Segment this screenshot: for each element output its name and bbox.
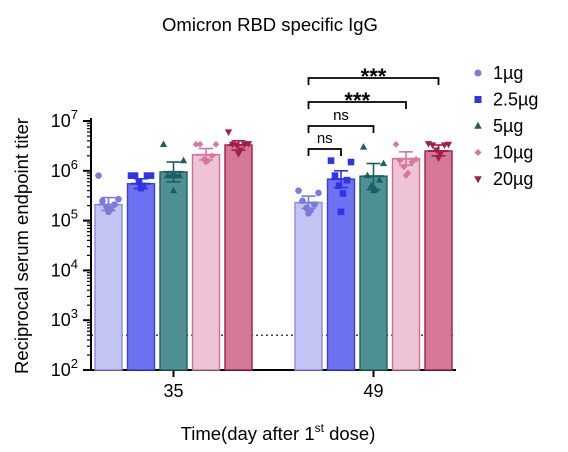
chart-title: Omicron RBD specific IgG <box>162 14 378 35</box>
bar <box>126 183 156 371</box>
data-point <box>135 178 143 186</box>
y-tick-base: 10 <box>51 260 71 280</box>
legend-marker <box>474 96 482 103</box>
data-point <box>305 210 312 217</box>
data-point <box>392 141 400 148</box>
data-point <box>400 163 408 171</box>
data-point <box>99 197 106 205</box>
legend-label: 2.5µg <box>493 90 538 110</box>
bar <box>424 150 453 371</box>
data-point <box>131 172 139 179</box>
data-point <box>159 140 168 147</box>
data-point <box>295 187 302 194</box>
data-point <box>115 195 122 203</box>
x-axis-label: Time(day after 1st dose) <box>181 421 376 444</box>
x-axis-label-sup: st <box>315 421 325 435</box>
data-point <box>363 171 372 179</box>
y-tick-label: 106 <box>51 157 78 181</box>
data-point <box>347 158 355 166</box>
data-point <box>359 143 368 150</box>
y-tick-base: 10 <box>51 211 71 231</box>
legend-label: 1µg <box>493 63 523 83</box>
data-point <box>143 172 151 179</box>
y-tick-label: 102 <box>51 356 78 380</box>
significance-label: *** <box>361 64 387 89</box>
y-tick-base: 10 <box>51 310 71 330</box>
y-tick-label: 104 <box>51 256 78 280</box>
bar <box>94 203 123 371</box>
legend-marker <box>474 176 482 184</box>
y-tick-exp: 2 <box>71 356 78 371</box>
data-point <box>234 151 243 158</box>
legend: 1µg 2.5µg 5µg 10µg 20µg <box>474 63 538 189</box>
legend-label: 5µg <box>493 116 523 136</box>
bar <box>359 175 388 371</box>
data-point <box>335 182 343 190</box>
y-tick-label: 107 <box>51 107 78 131</box>
data-point <box>379 159 388 167</box>
data-point <box>169 186 178 194</box>
y-tick-base: 10 <box>51 111 71 131</box>
data-point <box>408 158 416 166</box>
x-axis-label-main: Time(day after 1 <box>181 423 315 444</box>
data-point <box>404 169 412 177</box>
data-point <box>375 176 384 183</box>
y-tick-exp: 4 <box>71 256 78 271</box>
data-point <box>192 141 200 148</box>
bar <box>294 201 323 371</box>
y-tick-label: 105 <box>51 207 78 231</box>
data-point <box>402 172 410 179</box>
data-point <box>337 208 345 216</box>
x-tick-label: 49 <box>363 381 383 401</box>
y-tick-exp: 5 <box>71 207 78 222</box>
significance-bracket <box>307 77 440 85</box>
y-tick-label: 103 <box>51 306 78 330</box>
significance-bracket <box>307 101 407 109</box>
data-point <box>196 141 204 148</box>
y-tick-exp: 6 <box>71 157 78 172</box>
significance-bracket <box>307 148 342 156</box>
y-tick-base: 10 <box>51 360 71 380</box>
bar <box>159 171 188 371</box>
bar <box>326 178 356 371</box>
bar <box>224 144 253 371</box>
legend-label: 20µg <box>493 169 533 189</box>
y-tick-exp: 3 <box>71 306 78 321</box>
data-point <box>224 129 233 137</box>
data-point <box>212 141 220 148</box>
legend-marker <box>474 69 482 77</box>
x-axis-label-tail: dose) <box>324 423 375 444</box>
legend-label: 10µg <box>493 143 533 163</box>
bar <box>191 154 221 371</box>
data-point <box>127 172 135 179</box>
significance-bracket <box>307 125 375 133</box>
data-point <box>95 172 102 179</box>
y-axis-label: Reciprocal serum endpoint titer <box>11 118 32 374</box>
data-point <box>315 189 322 197</box>
legend-marker <box>474 149 482 156</box>
significance-label: *** <box>344 88 370 113</box>
data-point <box>434 155 443 163</box>
legend-marker <box>474 121 482 129</box>
significance-label: ns <box>317 130 333 147</box>
data-point <box>179 156 188 164</box>
x-tick-label: 35 <box>163 381 183 401</box>
data-point <box>339 190 347 197</box>
data-point <box>331 172 339 179</box>
data-point <box>327 157 335 164</box>
y-tick-exp: 7 <box>71 107 78 122</box>
bar <box>391 157 421 371</box>
significance-label: ns <box>333 107 349 124</box>
y-tick-base: 10 <box>51 161 71 181</box>
data-point <box>147 172 155 179</box>
